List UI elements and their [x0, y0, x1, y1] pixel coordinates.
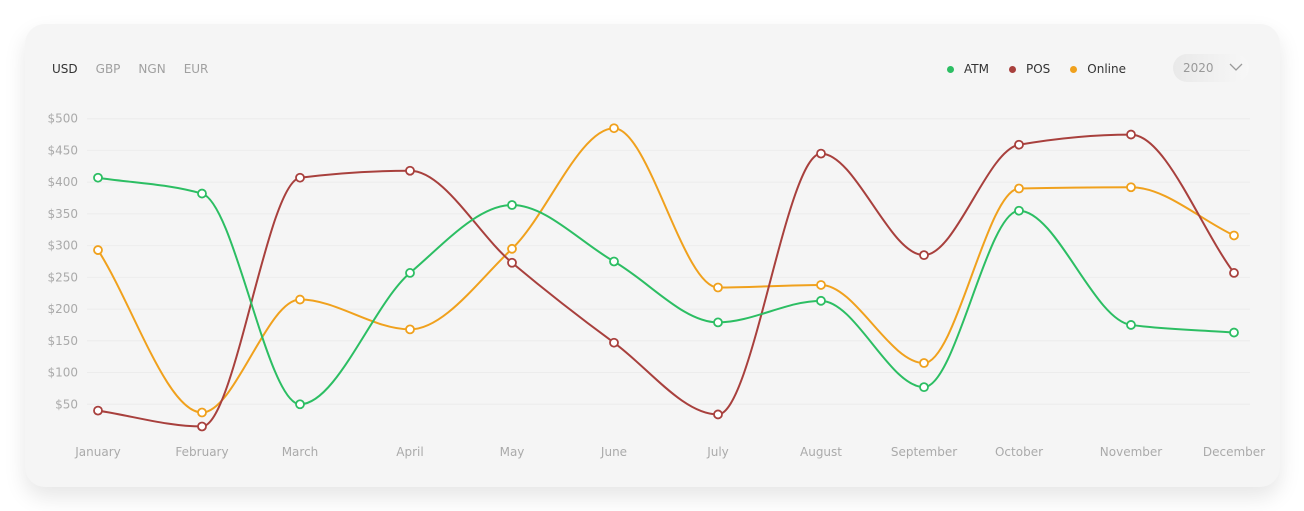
series-line-atm	[97, 176, 1235, 406]
y-tick-label: $250	[47, 270, 78, 284]
y-tick-label: $450	[47, 143, 78, 157]
data-point-pos	[609, 337, 619, 348]
data-point-atm	[609, 256, 619, 267]
y-tick-label: $350	[47, 207, 78, 221]
x-tick-label: January	[74, 445, 121, 459]
y-tick-label: $200	[47, 302, 78, 316]
x-tick-label: August	[800, 445, 842, 459]
x-tick-label: September	[891, 445, 957, 459]
data-point-atm	[93, 172, 103, 183]
currency-tab-ngn[interactable]: NGN	[138, 62, 166, 76]
y-tick-label: $100	[47, 366, 78, 380]
y-tick-label: $500	[47, 112, 78, 126]
data-point-online	[1014, 183, 1024, 194]
data-point-online	[405, 324, 415, 335]
chart-card: USD GBP NGN EUR ATM POS Online 2020 $50 $…	[25, 24, 1280, 487]
x-tick-label: April	[396, 445, 423, 459]
legend-item-atm: ATM	[947, 62, 989, 76]
y-tick-label: $150	[47, 334, 78, 348]
data-point-online	[1229, 230, 1239, 241]
x-tick-label: February	[175, 445, 228, 459]
currency-tab-gbp[interactable]: GBP	[95, 62, 121, 76]
legend-dot-online	[1070, 65, 1078, 73]
data-point-pos	[405, 165, 415, 176]
x-tick-label: October	[995, 445, 1043, 459]
legend-item-online: Online	[1070, 62, 1126, 76]
x-tick-label: May	[500, 445, 525, 459]
data-point-online	[507, 243, 517, 254]
data-point-atm	[197, 188, 207, 199]
data-point-pos	[1126, 129, 1136, 140]
data-point-online	[1126, 182, 1136, 193]
data-point-pos	[919, 250, 929, 261]
x-tick-label: June	[600, 445, 627, 459]
series-line-online	[97, 127, 1235, 414]
currency-tab-usd[interactable]: USD	[52, 62, 78, 76]
data-point-atm	[713, 317, 723, 328]
legend-item-pos: POS	[1008, 62, 1051, 76]
data-point-atm	[919, 382, 929, 393]
year-select[interactable]: 2020	[1173, 54, 1249, 82]
data-point-pos	[713, 409, 723, 420]
year-select-value: 2020	[1183, 61, 1214, 75]
data-point-online	[919, 358, 929, 368]
data-point-online	[93, 245, 103, 255]
currency-tabs: USD GBP NGN EUR	[52, 62, 226, 76]
data-point-atm	[405, 268, 415, 278]
legend-dot-pos	[1008, 65, 1016, 73]
data-point-atm	[1126, 320, 1136, 330]
chevron-down-icon	[1229, 63, 1243, 71]
data-point-pos	[507, 257, 517, 268]
data-point-online	[609, 123, 619, 134]
y-tick-label: $50	[55, 397, 78, 411]
data-point-online	[816, 280, 826, 290]
legend-dot-atm	[947, 65, 954, 73]
data-point-atm	[1014, 205, 1024, 216]
data-point-pos	[197, 421, 207, 432]
data-point-pos	[816, 148, 826, 159]
chart-legend: ATM POS Online	[947, 62, 1146, 76]
y-tick-label: $300	[47, 239, 78, 253]
data-point-pos	[1014, 139, 1024, 150]
data-point-online	[197, 407, 207, 418]
legend-label-atm: ATM	[964, 62, 989, 76]
data-point-pos	[1229, 268, 1239, 278]
legend-label-online: Online	[1087, 62, 1126, 76]
y-tick-label: $400	[47, 175, 78, 189]
line-chart: $50 $100 $150 $200 $250 $300 $350 $400 $450 $500 J…	[47, 112, 1265, 459]
data-point-atm	[1229, 327, 1239, 338]
x-tick-label: December	[1203, 445, 1265, 459]
data-point-pos	[295, 172, 305, 183]
currency-tab-eur[interactable]: EUR	[183, 62, 209, 76]
data-point-atm	[507, 200, 517, 210]
x-tick-label: March	[282, 445, 319, 459]
x-tick-label: July	[706, 445, 729, 459]
data-point-online	[713, 282, 723, 293]
data-point-atm	[816, 295, 826, 306]
series-line-pos	[97, 133, 1235, 428]
x-tick-label: November	[1100, 445, 1162, 459]
data-point-pos	[93, 405, 103, 416]
data-point-atm	[295, 399, 305, 410]
legend-label-pos: POS	[1025, 62, 1051, 76]
data-point-online	[295, 294, 305, 305]
